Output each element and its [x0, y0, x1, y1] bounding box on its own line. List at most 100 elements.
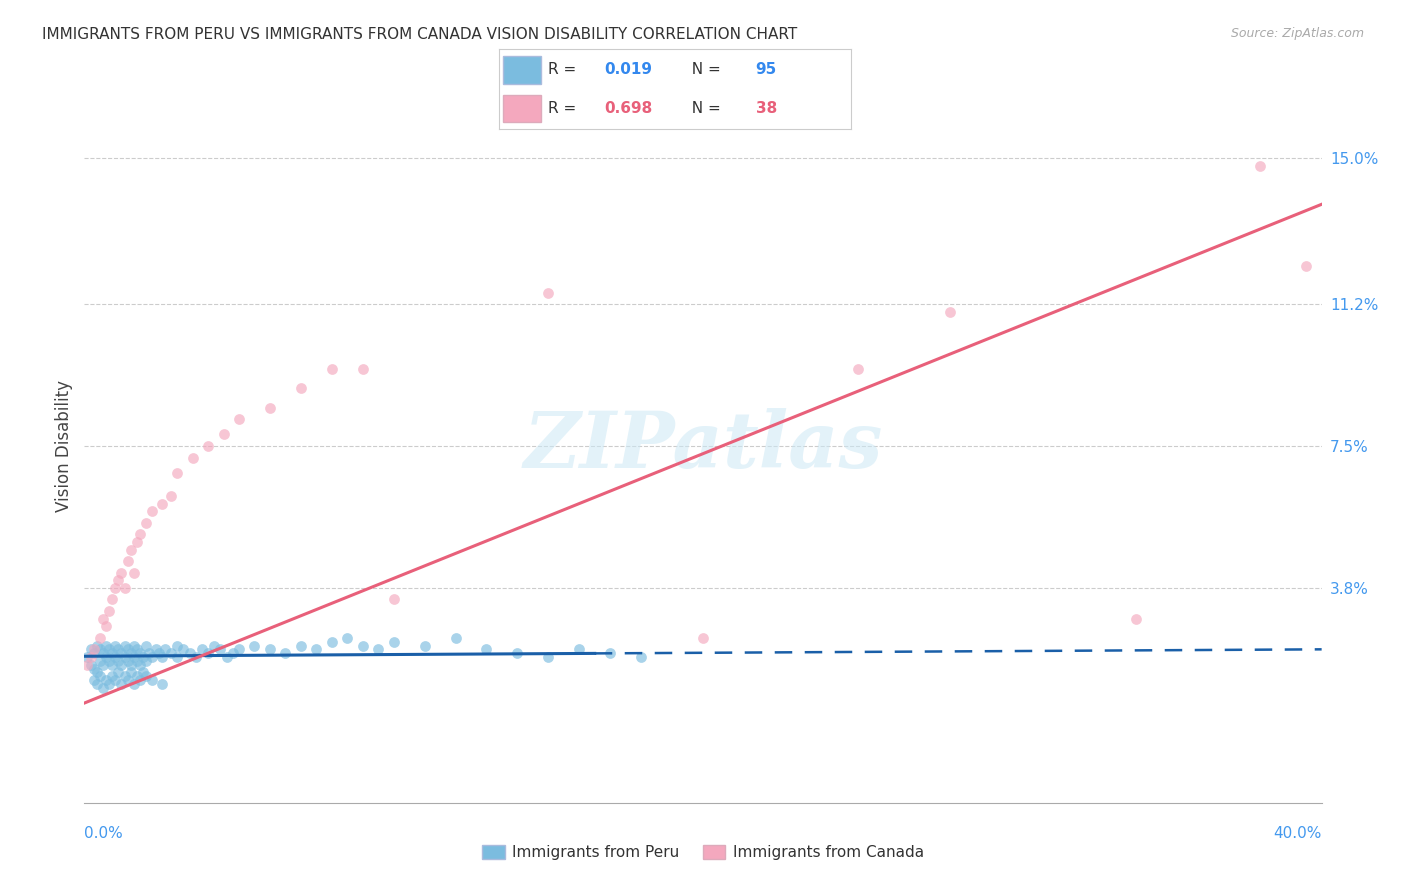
- Point: [290, 381, 312, 395]
- Text: 40.0%: 40.0%: [1274, 826, 1322, 841]
- Point: [79, 642, 101, 657]
- Point: [129, 673, 152, 687]
- Point: [104, 581, 127, 595]
- Point: [352, 362, 374, 376]
- Point: [94, 619, 117, 633]
- Point: [367, 642, 389, 657]
- Point: [76, 657, 98, 672]
- Point: [692, 631, 714, 645]
- Point: [125, 669, 148, 683]
- Point: [98, 654, 121, 668]
- Point: [243, 639, 266, 653]
- Point: [150, 650, 173, 665]
- Point: [129, 527, 152, 541]
- Point: [228, 642, 250, 657]
- Point: [274, 646, 297, 660]
- Point: [98, 604, 121, 618]
- Point: [160, 489, 183, 503]
- Point: [83, 673, 105, 687]
- Text: R =: R =: [548, 62, 582, 78]
- Point: [110, 657, 132, 672]
- Point: [125, 654, 148, 668]
- Point: [104, 673, 127, 687]
- Point: [475, 642, 498, 657]
- Point: [135, 654, 157, 668]
- Point: [86, 665, 108, 680]
- Point: [91, 657, 114, 672]
- Point: [150, 677, 173, 691]
- Point: [939, 304, 962, 318]
- Point: [305, 642, 328, 657]
- Point: [107, 574, 129, 588]
- Point: [101, 657, 124, 672]
- Point: [117, 673, 139, 687]
- FancyBboxPatch shape: [503, 95, 541, 122]
- Point: [228, 412, 250, 426]
- Point: [537, 285, 560, 300]
- Point: [184, 650, 207, 665]
- Point: [141, 673, 163, 687]
- Point: [129, 646, 152, 660]
- Text: ZIPatlas: ZIPatlas: [523, 408, 883, 484]
- Point: [1295, 259, 1317, 273]
- Point: [122, 566, 145, 580]
- Point: [132, 650, 155, 665]
- Point: [125, 642, 148, 657]
- Point: [145, 642, 167, 657]
- Point: [104, 650, 127, 665]
- Point: [444, 631, 467, 645]
- Point: [1125, 612, 1147, 626]
- Point: [212, 427, 235, 442]
- Point: [630, 650, 652, 665]
- Point: [79, 657, 101, 672]
- Point: [117, 642, 139, 657]
- FancyBboxPatch shape: [503, 56, 541, 84]
- Point: [89, 631, 111, 645]
- Point: [321, 362, 343, 376]
- Point: [101, 592, 124, 607]
- Point: [382, 634, 405, 648]
- Text: 0.0%: 0.0%: [84, 826, 124, 841]
- Point: [110, 646, 132, 660]
- Point: [537, 650, 560, 665]
- Point: [101, 646, 124, 660]
- Point: [107, 642, 129, 657]
- Point: [83, 642, 105, 657]
- Point: [117, 654, 139, 668]
- Point: [160, 646, 183, 660]
- Text: N =: N =: [682, 101, 725, 116]
- Point: [413, 639, 436, 653]
- Point: [336, 631, 359, 645]
- Point: [1249, 159, 1271, 173]
- Point: [135, 669, 157, 683]
- Point: [122, 650, 145, 665]
- Point: [568, 642, 591, 657]
- Point: [94, 650, 117, 665]
- Point: [259, 642, 281, 657]
- Y-axis label: Vision Disability: Vision Disability: [55, 380, 73, 512]
- Point: [132, 665, 155, 680]
- Point: [107, 665, 129, 680]
- Point: [166, 466, 188, 480]
- Point: [120, 665, 142, 680]
- Point: [107, 654, 129, 668]
- Point: [117, 554, 139, 568]
- Point: [259, 401, 281, 415]
- Text: 0.019: 0.019: [605, 62, 652, 78]
- Point: [98, 642, 121, 657]
- Point: [110, 677, 132, 691]
- Point: [166, 650, 188, 665]
- Point: [83, 646, 105, 660]
- Point: [86, 639, 108, 653]
- Point: [141, 504, 163, 518]
- Point: [138, 646, 160, 660]
- Point: [86, 677, 108, 691]
- Text: 38: 38: [756, 101, 778, 116]
- Point: [202, 639, 225, 653]
- Text: 0.698: 0.698: [605, 101, 652, 116]
- Point: [181, 450, 204, 465]
- Point: [382, 592, 405, 607]
- Point: [120, 657, 142, 672]
- Text: 95: 95: [756, 62, 778, 78]
- Point: [135, 639, 157, 653]
